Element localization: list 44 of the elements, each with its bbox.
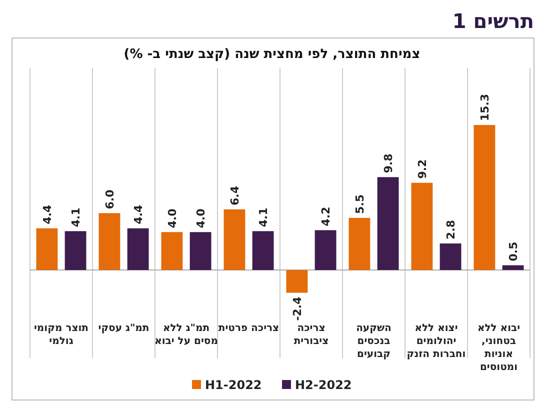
x-tick-label: תוצר מקומי גולמי	[34, 323, 89, 347]
bar	[161, 232, 183, 270]
bar	[348, 218, 370, 270]
data-label: 4.0	[166, 208, 179, 228]
data-label: 6.0	[103, 189, 116, 210]
bar	[252, 231, 274, 270]
bar	[127, 228, 149, 270]
bar	[377, 177, 399, 270]
chart-title: תרשים 1	[452, 9, 534, 33]
data-label: 4.4	[132, 204, 146, 224]
bar	[440, 243, 462, 270]
x-tick-label: השקעה בנכסים קבועים	[356, 323, 392, 360]
data-label: 9.8	[382, 154, 396, 174]
x-tick-label: תמ"ג ללא מסים על יבוא	[154, 323, 218, 347]
bar	[64, 231, 86, 270]
x-tick-label: יצוא ללא יהולומים וחברות הזנק	[406, 323, 466, 360]
bar	[224, 209, 246, 270]
bar	[314, 230, 336, 270]
data-label: 4.0	[194, 208, 208, 228]
chart-subtitle: צמיחת התוצר, לפי מחצית שנה (קצב שנתי ב- %)	[124, 47, 420, 62]
bar	[190, 232, 212, 270]
bar	[98, 213, 120, 270]
bar	[502, 265, 524, 270]
data-label: 6.4	[228, 186, 242, 206]
bar	[36, 228, 58, 270]
data-label: 9.2	[416, 159, 429, 179]
data-label: 4.2	[320, 206, 333, 226]
bar	[411, 182, 433, 270]
x-tick-label: יבוא ללא בטחוני, אוניות ומטוסים	[477, 323, 520, 373]
data-label: -2.4	[290, 296, 304, 321]
x-tick-label: צריכה פרטית	[218, 323, 280, 334]
data-label: 4.4	[40, 204, 54, 224]
bar	[474, 125, 496, 270]
data-label: 4.1	[257, 208, 270, 228]
bar	[286, 270, 308, 293]
data-label: 0.5	[507, 242, 520, 262]
x-tick-label: צריכה ציבורית	[294, 323, 329, 347]
data-label: 4.1	[70, 208, 83, 228]
data-label: 2.8	[444, 220, 458, 240]
legend-label: H2-2022	[295, 378, 352, 392]
data-label: 15.3	[478, 94, 492, 121]
legend-label: H1-2022	[205, 378, 262, 392]
data-label: 5.5	[353, 194, 366, 214]
x-tick-label: תמ"ג עסקי	[98, 323, 150, 334]
